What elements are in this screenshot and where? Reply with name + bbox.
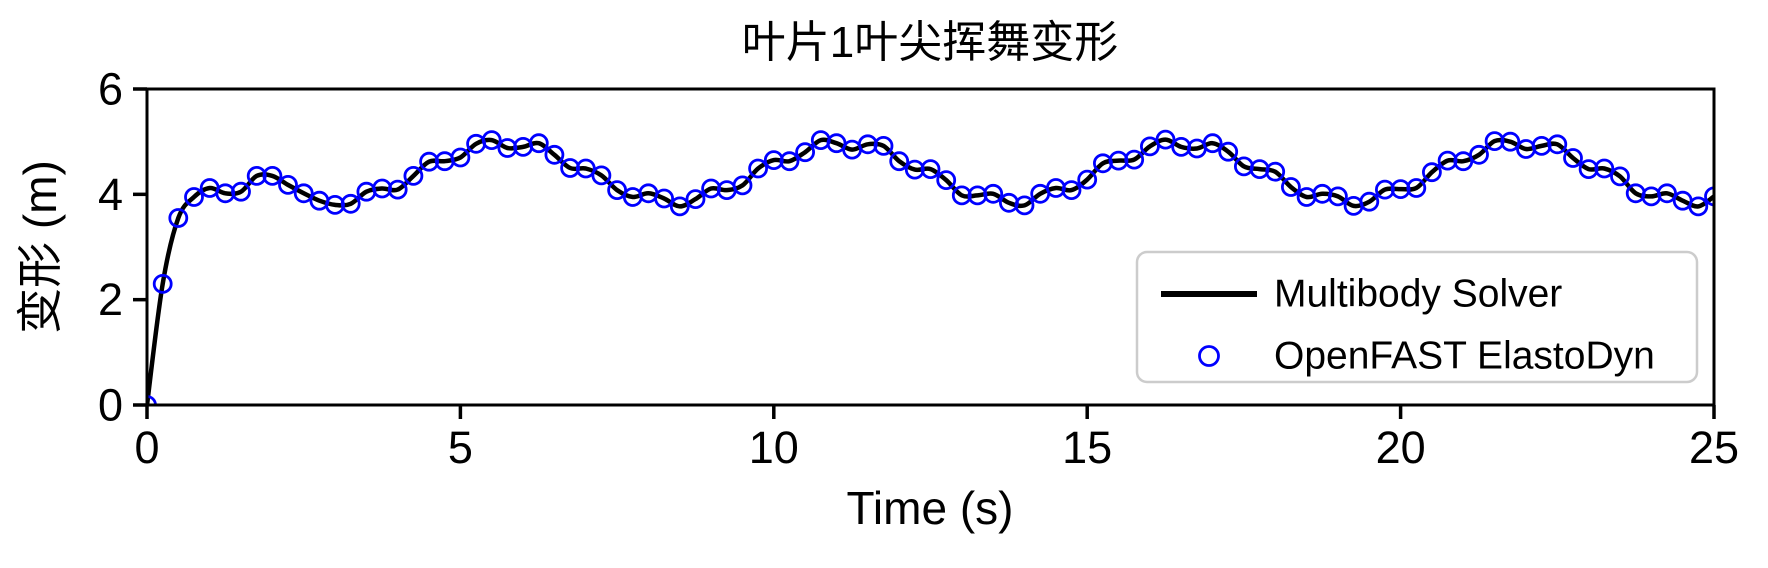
data-point-marker [1281,177,1301,197]
data-point-marker [481,130,502,151]
x-tick-label: 25 [1689,422,1739,473]
data-point-marker [340,193,361,214]
data-point-marker [1610,166,1630,187]
data-point-marker [1563,148,1583,168]
legend: Multibody Solver OpenFAST ElastoDyn [1135,250,1699,384]
plot-frame [145,87,1716,407]
chart-title: 叶片1叶尖挥舞变形 [742,18,1118,67]
data-point-marker [1469,144,1489,165]
legend-label-multibody: Multibody Solver [1274,273,1562,316]
data-point-marker [450,147,471,168]
data-point-marker [1688,196,1709,217]
data-point-marker [544,144,565,165]
legend-circle-swatch [1198,345,1220,367]
data-point-marker [1704,186,1714,207]
data-point-marker [1359,191,1380,212]
data-point-marker [936,170,957,191]
openfast-elastodyn-markers [147,129,1714,405]
y-tick-label: 6 [98,64,123,115]
data-point-marker [1014,195,1035,216]
x-tick-label: 15 [1062,422,1112,473]
data-point-marker [1077,169,1098,190]
data-point-marker [184,187,204,207]
data-point-marker [262,165,283,186]
legend-label-openfast: OpenFAST ElastoDyn [1274,335,1655,378]
data-point-marker [795,142,815,163]
y-axis-label: 变形 (m) [14,160,66,334]
x-tick-label: 20 [1376,422,1426,473]
y-tick-label: 4 [98,169,123,220]
data-point-marker [1202,133,1223,154]
data-point-marker [1594,158,1615,179]
data-point-marker [685,189,706,210]
data-point-marker [1406,178,1427,198]
data-point-marker [231,181,251,202]
data-point-marker [920,159,941,180]
data-point-marker [168,208,189,228]
data-point-marker [293,183,314,204]
data-point-marker [591,165,612,186]
data-point-marker [528,133,549,154]
data-point-marker [1547,134,1568,155]
data-point-marker [575,158,596,179]
data-point-marker [1218,141,1239,162]
data-point-marker [748,158,768,179]
data-point-marker [1422,162,1442,183]
data-point-marker [387,179,408,200]
x-tick-label: 0 [134,422,159,473]
data-point-marker [152,273,173,294]
data-point-marker [1657,183,1677,204]
data-point-marker [654,188,674,209]
data-point-marker [1061,180,1082,201]
data-point-marker [1265,161,1286,182]
plot-area [147,129,1714,405]
y-tick-label: 2 [98,274,123,325]
multibody-solver-line [147,137,1714,405]
data-point-marker [779,151,800,172]
y-axis-ticks: 0 2 4 6 [98,64,147,431]
x-tick-label: 5 [448,422,473,473]
data-point-marker [889,151,910,172]
data-point-marker [983,183,1004,204]
data-point-marker [1124,149,1145,170]
data-point-marker [1328,186,1348,207]
x-tick-label: 10 [749,422,799,473]
x-axis-ticks: 0 5 10 15 20 25 [134,405,1739,473]
legend-box [1135,250,1699,384]
x-axis-label: Time (s) [847,482,1014,534]
y-tick-label: 0 [98,380,123,431]
data-point-marker [403,165,424,186]
data-point-marker [669,196,690,217]
data-point-marker [1155,129,1176,150]
data-point-marker [607,180,627,201]
data-point-marker [1500,131,1521,152]
data-point-marker [732,175,753,196]
data-point-marker [873,135,894,156]
data-point-marker [278,174,298,195]
